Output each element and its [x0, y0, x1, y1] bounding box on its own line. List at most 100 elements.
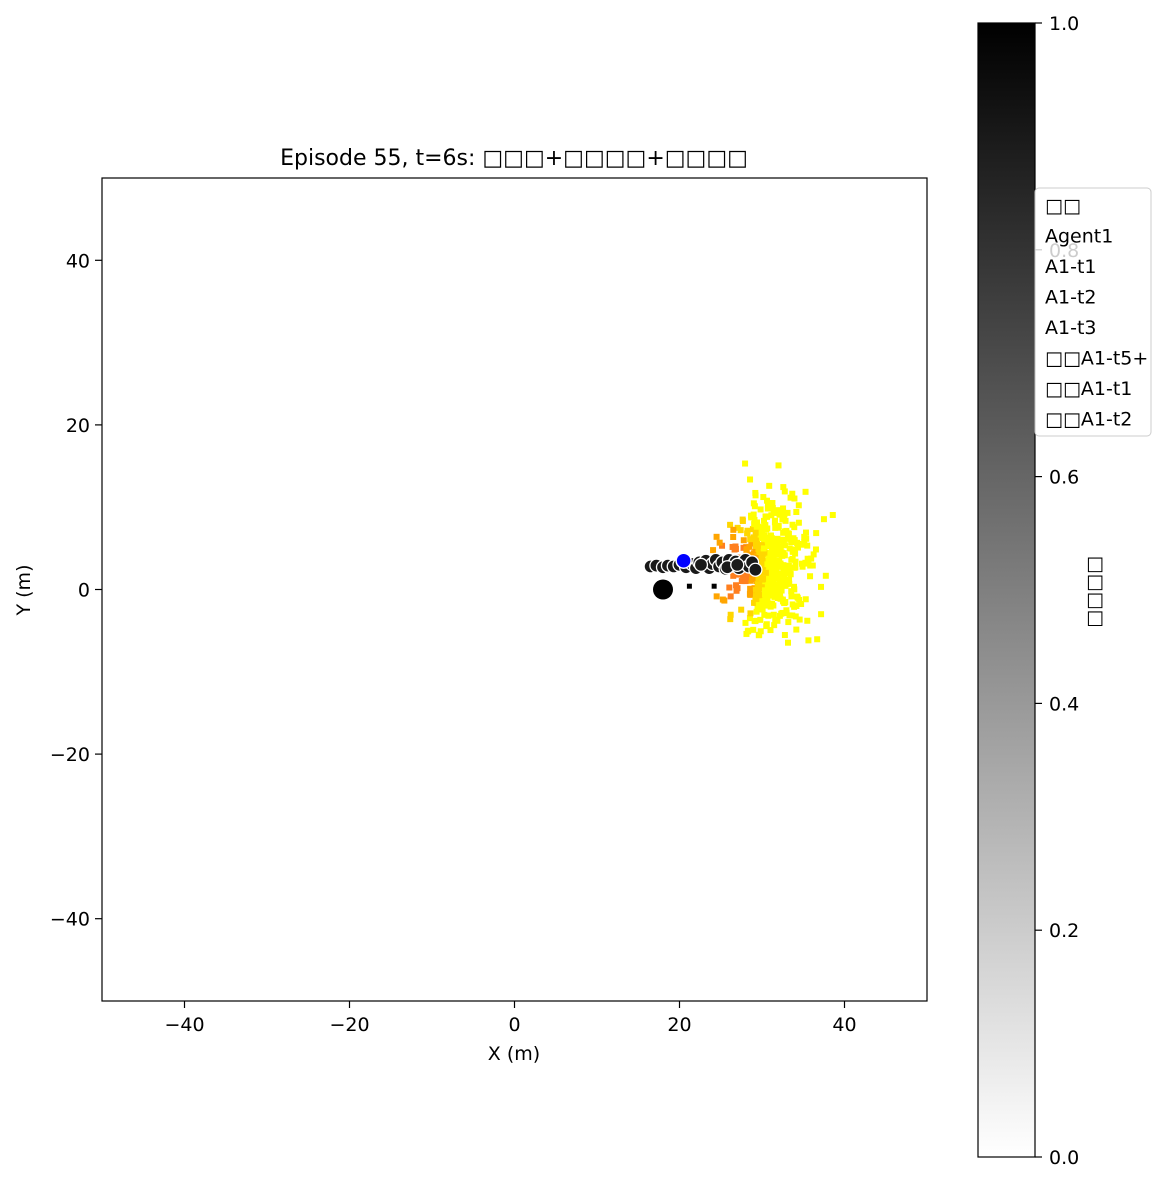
legend-box: [1034, 187, 1152, 437]
heatmap-cell: [764, 597, 771, 604]
heatmap-cell: [763, 526, 770, 533]
heatmap-cell: [757, 506, 764, 513]
heatmap-cell: [767, 603, 774, 610]
trajectory-layer: [643, 552, 763, 577]
x-tick-label: 20: [667, 1014, 691, 1036]
heatmap-cell: [786, 576, 793, 583]
heatmap-cell: [796, 596, 803, 603]
heatmap-cell: [777, 595, 784, 602]
legend-entry: A1-t2: [1045, 287, 1096, 309]
heatmap-cell: [771, 622, 778, 629]
trajectory-point: [730, 557, 745, 572]
heatmap-cell: [764, 582, 771, 589]
y-tick-label: 40: [66, 250, 90, 272]
heatmap-cell: [748, 540, 755, 547]
heatmap-cell: [737, 527, 744, 534]
heatmap-cell: [764, 505, 771, 512]
heatmap-cell: [750, 626, 757, 633]
heatmap-cell: [781, 562, 788, 569]
heatmap-cell: [762, 522, 769, 529]
heatmap-cell: [783, 607, 790, 614]
legend-entry: A1-t1: [1045, 256, 1096, 278]
heatmap-cell: [727, 593, 734, 600]
heatmap-cell: [793, 509, 800, 516]
heatmap-cell: [772, 587, 779, 594]
heatmap-cell: [785, 535, 792, 542]
heatmap-cell: [755, 602, 762, 609]
heatmap-cell: [782, 567, 789, 574]
heatmap-cell: [740, 537, 747, 544]
heatmap-cell: [752, 586, 759, 593]
heatmap-cell: [761, 611, 768, 618]
heatmap-cell: [760, 545, 767, 552]
heatmap-cell: [765, 612, 772, 619]
heatmap-cell: [781, 488, 788, 495]
heatmap-cell: [792, 564, 799, 571]
heatmap-cell: [757, 555, 764, 562]
heatmap-cell: [782, 517, 789, 524]
heatmap-cell: [812, 546, 819, 553]
heatmap-cell: [761, 517, 768, 524]
heatmap-cell: [818, 583, 825, 590]
heatmap-cell: [751, 534, 758, 541]
heatmap-cell: [801, 541, 808, 548]
heatmap-cell: [807, 573, 814, 580]
heatmap-cell: [777, 560, 784, 567]
heatmap-cell: [804, 617, 811, 624]
heatmap-cell: [746, 615, 753, 622]
heatmap-cell: [755, 574, 762, 581]
trajectory-point: [693, 557, 709, 572]
heatmap-cell: [775, 546, 782, 553]
plot-area: [101, 177, 928, 1002]
heatmap-cell: [802, 596, 809, 603]
heatmap-cell: [751, 516, 758, 523]
heatmap-cell: [766, 539, 773, 546]
heatmap-cell: [769, 576, 776, 583]
heatmap-cell: [766, 502, 773, 509]
heatmap-cell: [754, 542, 761, 549]
heatmap-cell: [748, 514, 755, 521]
heatmap-cell: [778, 549, 785, 556]
heatmap-cell: [769, 552, 776, 559]
agent-prediction-point: [675, 552, 692, 569]
heatmap-cell: [774, 572, 781, 579]
heatmap-cell: [776, 563, 783, 570]
heatmap-cell: [776, 590, 783, 597]
heatmap-cell: [739, 517, 746, 524]
x-tick-label: −20: [329, 1014, 369, 1036]
heatmap-cell: [764, 513, 771, 520]
heatmap-cell: [780, 484, 787, 491]
heatmap-cell: [759, 584, 766, 591]
heatmap-cell: [755, 592, 762, 599]
trajectory-point: [748, 562, 763, 577]
heatmap-cell: [792, 613, 799, 620]
heatmap-cell: [774, 617, 781, 624]
heatmap-cell: [772, 524, 779, 531]
legend-entry: □□A1-t1: [1045, 378, 1132, 400]
heatmap-cell: [730, 534, 737, 541]
heatmap-cell: [781, 631, 788, 638]
legend-entry: Agent1: [1045, 226, 1113, 248]
heatmap-cell: [818, 611, 825, 618]
heatmap-cell: [803, 529, 810, 536]
heatmap-cell: [721, 597, 728, 604]
heatmap-cell: [778, 610, 785, 617]
colorbar: 0.00.20.40.60.81.0 □□□□: [977, 13, 1105, 1169]
heatmap-cell: [757, 628, 764, 635]
heatmap-cell: [738, 578, 745, 585]
heatmap-cell: [730, 526, 737, 533]
heatmap-cell: [774, 538, 781, 545]
y-tick-label: −20: [50, 744, 90, 766]
heatmap-cell: [756, 606, 763, 613]
heatmap-cell: [747, 476, 754, 483]
colorbar-gradient: [977, 22, 1036, 1158]
heatmap-cell: [727, 616, 734, 623]
heatmap-cell: [761, 558, 768, 565]
heatmap-cell: [769, 583, 776, 590]
heatmap-cell: [789, 547, 796, 554]
heatmap-cell: [768, 535, 775, 542]
heatmap-cell: [753, 526, 760, 533]
heatmap-cell: [804, 542, 811, 549]
heatmap-cell: [753, 608, 760, 615]
heatmap-cell: [784, 509, 791, 516]
